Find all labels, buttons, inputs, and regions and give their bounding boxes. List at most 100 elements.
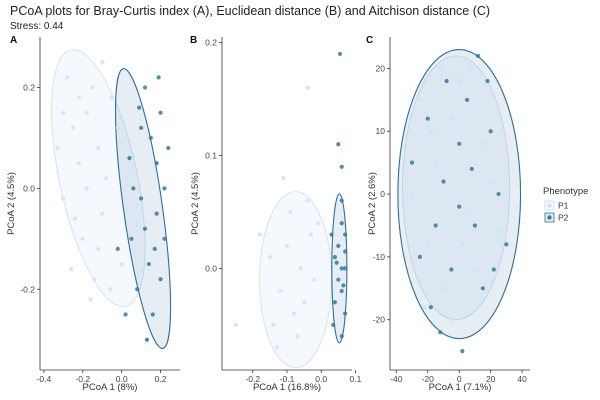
x-axis-label: PCoA 1 (7.1%) — [429, 382, 492, 393]
point-p2 — [146, 261, 151, 267]
point-p2 — [115, 246, 120, 252]
point-p2 — [433, 223, 438, 228]
point-p1 — [90, 85, 95, 90]
panel-b: B -0.2 -0.1 0.0 0.1 0.0 0.1 0.2 PCoA 1 (16.8%) PC… — [190, 35, 362, 393]
point-p2 — [457, 141, 462, 146]
y-axis-label: PCoA 2 (4.5%) — [6, 172, 17, 235]
point-p2 — [127, 155, 132, 161]
point-p2 — [166, 145, 171, 151]
ellipse-p2 — [114, 68, 172, 350]
point-p1 — [100, 60, 105, 65]
point-p1 — [460, 242, 465, 247]
point-p2 — [472, 223, 478, 228]
legend-label-p2: P2 — [558, 213, 569, 223]
point-p1 — [449, 116, 454, 121]
point-p1 — [409, 191, 415, 197]
point-p1 — [274, 345, 279, 350]
point-p2 — [148, 135, 153, 141]
point-p2 — [343, 266, 348, 271]
point-p1 — [308, 232, 314, 237]
point-p2 — [152, 246, 157, 252]
point-p2 — [341, 283, 346, 288]
y-tick-label: -10 — [373, 252, 386, 262]
point-p1 — [469, 66, 474, 71]
point-p2 — [460, 349, 465, 354]
ellipse-p1 — [259, 191, 332, 369]
point-p2 — [158, 277, 163, 282]
point-p2 — [129, 236, 134, 241]
point-p1 — [100, 211, 105, 216]
point-p2 — [343, 311, 348, 316]
point-p1 — [107, 287, 113, 292]
chart-title: PCoA plots for Bray-Curtis index (A), Eu… — [10, 4, 491, 18]
point-p1 — [271, 322, 276, 327]
x-tick-label: 0.2 — [155, 374, 167, 384]
point-p2 — [343, 249, 348, 254]
point-p2 — [441, 179, 446, 184]
point-p1 — [291, 311, 296, 316]
point-p1 — [501, 129, 506, 134]
point-p2 — [156, 75, 161, 80]
y-tick-label: 20 — [376, 63, 386, 73]
point-p2 — [491, 267, 496, 272]
point-p1 — [496, 229, 501, 234]
y-tick-label: 0.2 — [23, 82, 35, 92]
point-p1 — [438, 66, 443, 71]
point-p2 — [162, 236, 167, 241]
point-p2 — [123, 312, 128, 317]
x-axis-label: PCoA 1 (8%) — [83, 382, 138, 393]
point-p2 — [464, 97, 470, 102]
point-p1 — [428, 129, 433, 134]
x-tick-label: 20 — [486, 374, 496, 384]
point-p2 — [158, 110, 163, 115]
point-p1 — [80, 236, 85, 241]
point-p1 — [302, 300, 307, 305]
point-p2 — [475, 53, 481, 58]
point-p1 — [96, 246, 101, 252]
point-p1 — [433, 160, 438, 165]
panel-label: A — [10, 35, 17, 46]
x-tick-label: 0 — [457, 374, 462, 384]
point-p1 — [464, 210, 470, 216]
point-p2 — [469, 166, 474, 172]
point-p1 — [76, 161, 81, 166]
x-axis-label: PCoA 1 (16.8%) — [253, 382, 321, 393]
x-tick-label: -0.2 — [245, 374, 260, 384]
point-p1 — [284, 243, 290, 248]
y-tick-label: 0.0 — [205, 263, 217, 273]
y-tick-label: 0.0 — [23, 183, 35, 193]
point-p2 — [339, 164, 344, 169]
y-tick-label: 0.1 — [205, 151, 217, 161]
point-p2 — [131, 186, 136, 191]
point-p1 — [472, 267, 478, 272]
point-p1 — [295, 334, 300, 339]
y-axis-label: PCoA 2 (4.5%) — [190, 172, 201, 235]
point-p2 — [339, 288, 344, 294]
point-p2 — [142, 226, 148, 231]
point-p1 — [278, 288, 283, 294]
point-p1 — [417, 97, 422, 102]
point-p2 — [154, 161, 159, 166]
point-p1 — [92, 277, 97, 282]
point-p2 — [135, 287, 140, 292]
point-p2 — [339, 266, 344, 271]
point-p2 — [496, 191, 501, 197]
point-p2 — [332, 300, 337, 305]
point-p2 — [329, 232, 334, 237]
point-p1 — [281, 176, 286, 181]
point-p1 — [65, 75, 70, 80]
point-p1 — [425, 242, 430, 247]
legend-point-p1 — [547, 203, 552, 208]
point-p1 — [441, 286, 446, 291]
point-p2 — [428, 305, 433, 310]
point-p2 — [417, 254, 422, 260]
point-p1 — [61, 110, 66, 115]
point-p2 — [334, 260, 339, 265]
point-p1 — [119, 261, 124, 267]
x-tick-label: -0.1 — [280, 374, 295, 384]
point-p2 — [438, 330, 443, 335]
point-p1 — [422, 305, 427, 310]
point-p1 — [233, 322, 238, 327]
point-p1 — [109, 95, 115, 100]
x-tick-label: -0.4 — [37, 374, 52, 384]
